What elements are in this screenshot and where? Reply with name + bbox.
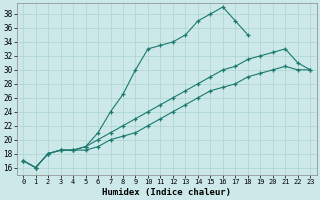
X-axis label: Humidex (Indice chaleur): Humidex (Indice chaleur) — [102, 188, 231, 197]
